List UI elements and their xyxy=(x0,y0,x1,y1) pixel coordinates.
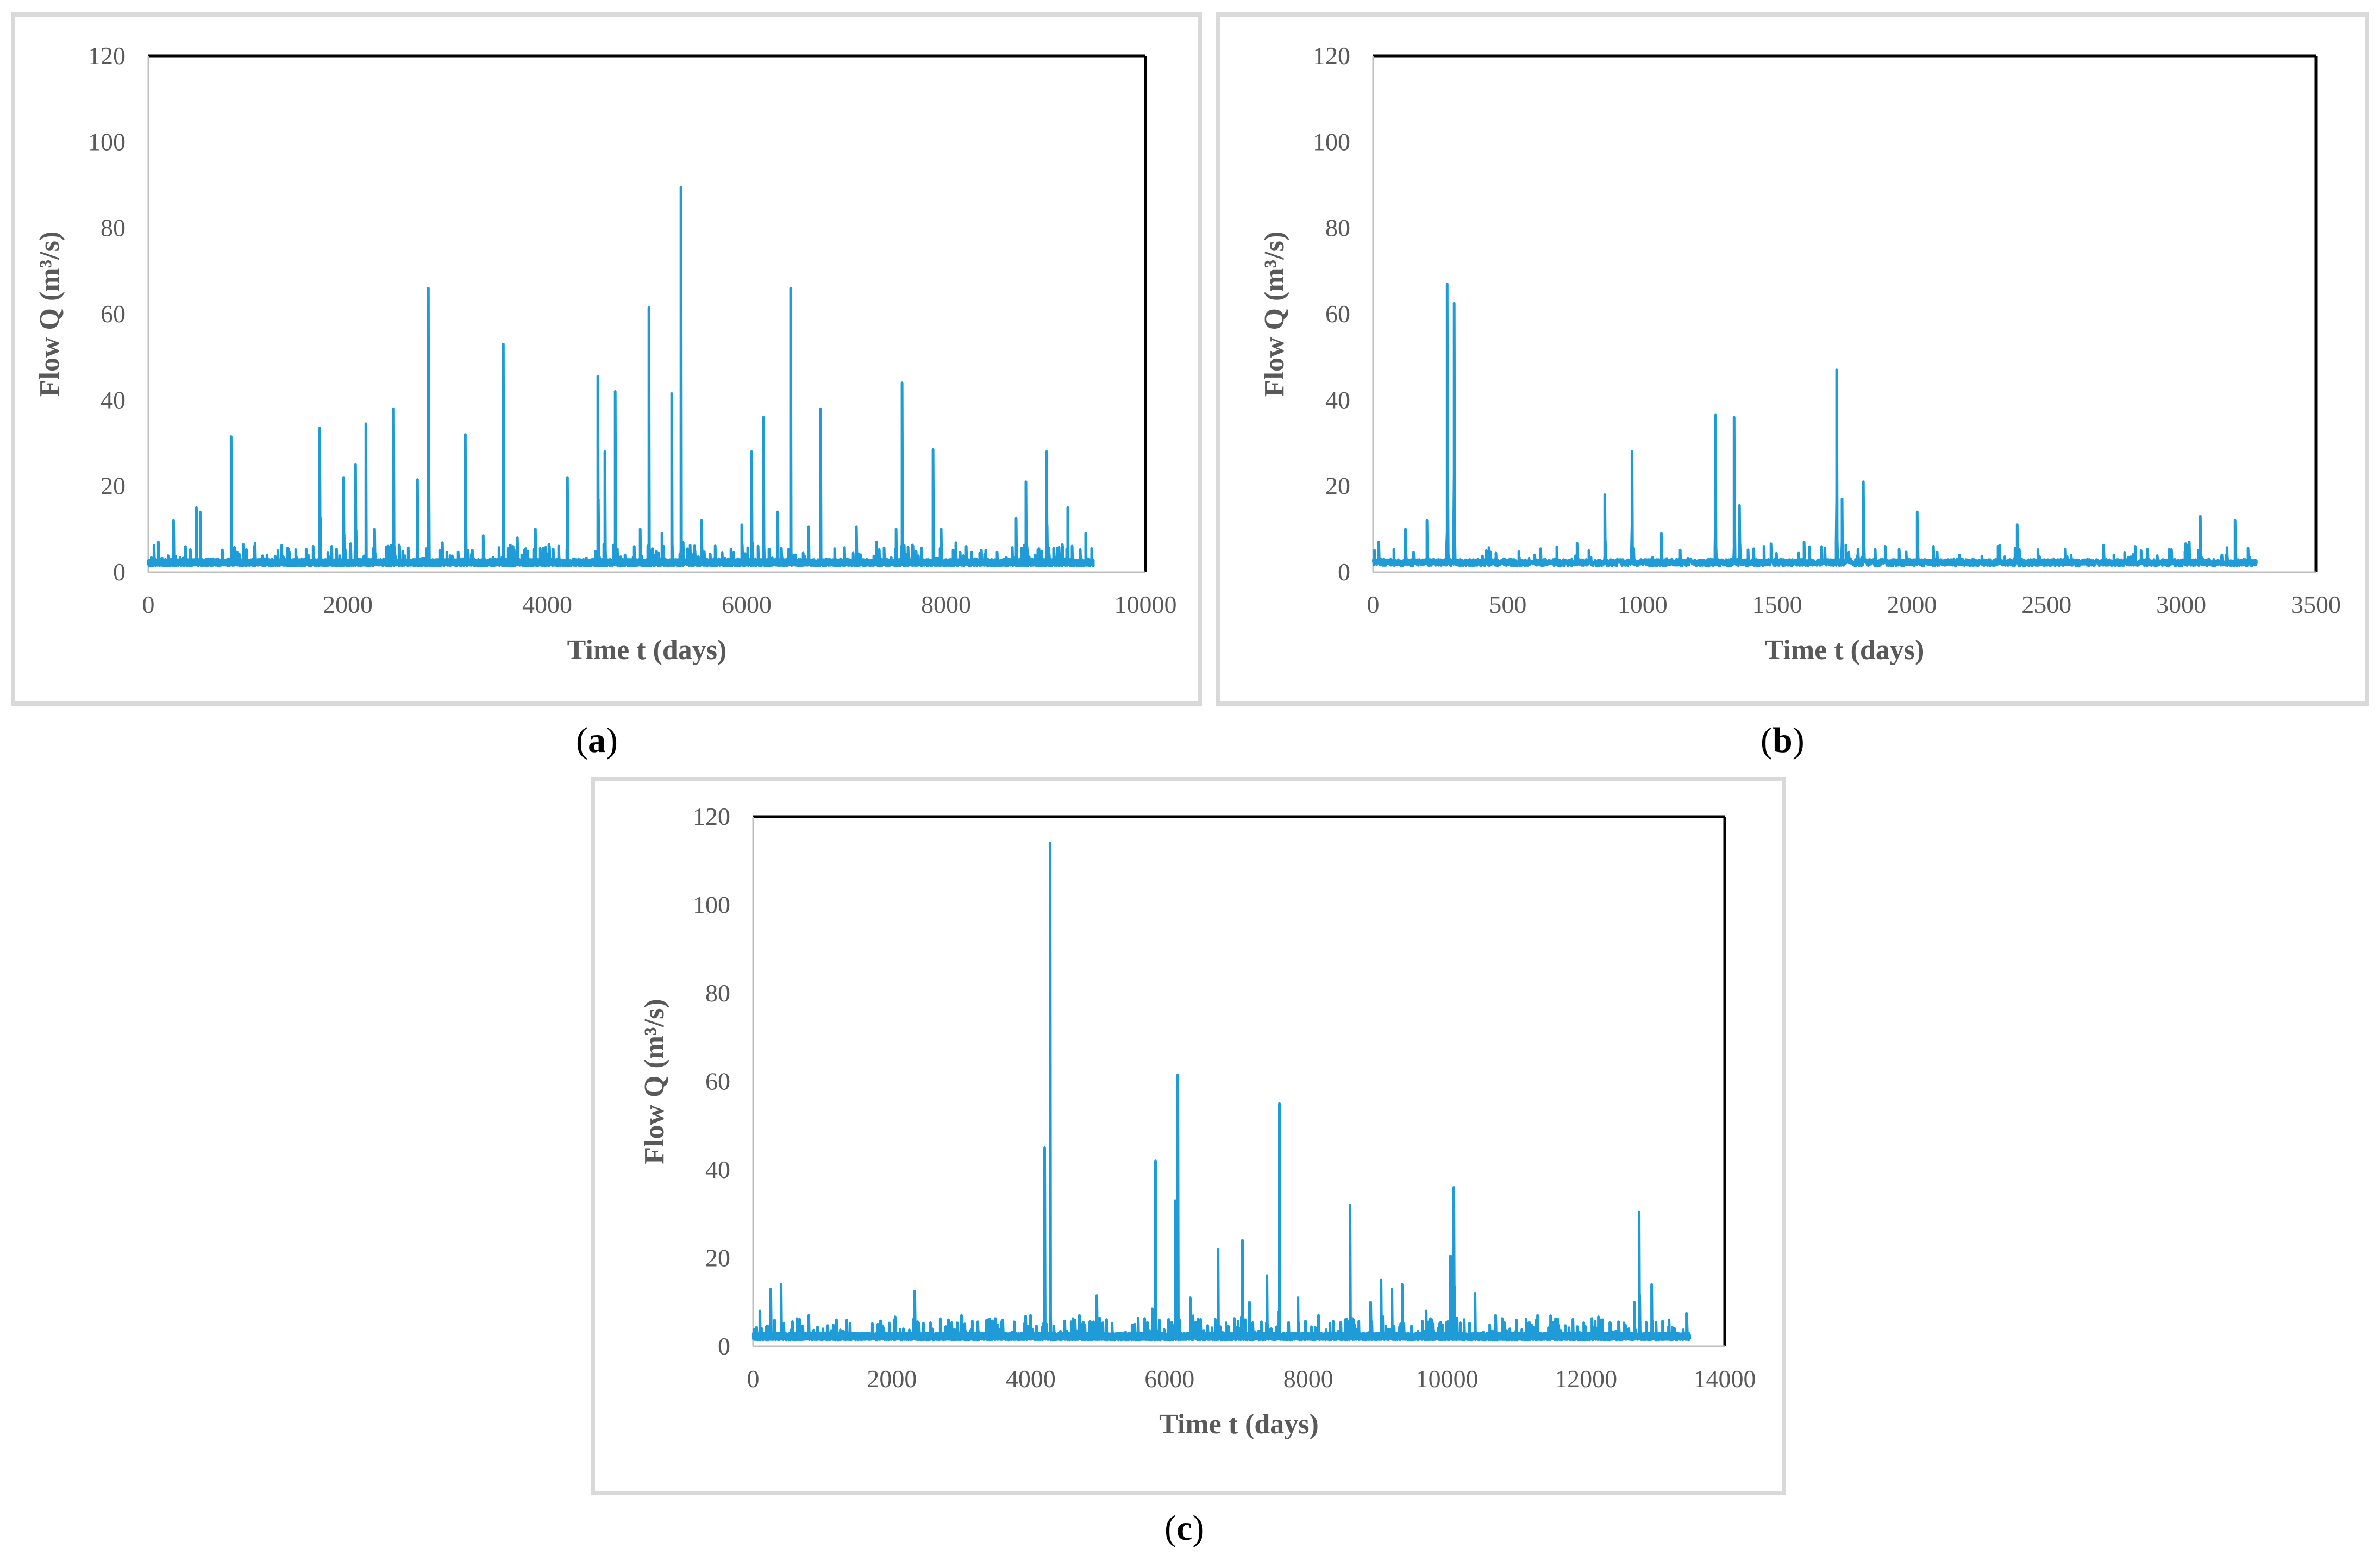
y-tick-label: 20 xyxy=(1325,472,1350,500)
y-tick-label: 60 xyxy=(1325,300,1350,328)
caption-c: (c) xyxy=(1164,1508,1205,1548)
chart-b: 0 20 40 60 80 100 120 0 500 1000 1500 2000 2500 3000 3… xyxy=(1259,42,2341,666)
y-tick-label: 0 xyxy=(718,1332,730,1360)
y-tick-label: 80 xyxy=(705,979,730,1007)
y-tick-label: 80 xyxy=(101,214,126,242)
x-tick-label: 2000 xyxy=(1887,591,1937,618)
y-tick-label: 120 xyxy=(88,42,126,70)
flow-series-line xyxy=(147,186,1095,567)
x-tick-label: 1000 xyxy=(1618,591,1668,618)
y-tick-label: 60 xyxy=(705,1068,730,1095)
x-tick-label: 8000 xyxy=(1283,1365,1333,1393)
x-tick-label: 1500 xyxy=(1752,591,1802,618)
y-tick-label: 40 xyxy=(705,1156,730,1183)
x-tick-label: 0 xyxy=(142,591,155,618)
x-tick-label: 6000 xyxy=(1144,1365,1194,1393)
y-tick-label: 100 xyxy=(693,891,730,919)
chart-panel-c: 0 20 40 60 80 100 120 0 2000 4000 6000 8000 10000 120… xyxy=(591,777,1786,1495)
x-tick-label: 8000 xyxy=(921,591,971,618)
x-tick-label: 10000 xyxy=(1416,1365,1479,1393)
chart-c: 0 20 40 60 80 100 120 0 2000 4000 6000 8000 10000 120… xyxy=(639,803,1756,1440)
y-tick-label: 20 xyxy=(705,1244,730,1272)
y-tick-label: 80 xyxy=(1325,214,1350,242)
chart-a: 0 20 40 60 80 100 120 0 2000 4000 6000 8000 10000 Tim… xyxy=(34,42,1177,666)
x-tick-label: 3000 xyxy=(2156,591,2206,618)
x-tick-label: 500 xyxy=(1489,591,1526,618)
y-tick-label: 40 xyxy=(101,386,126,413)
x-tick-label: 0 xyxy=(747,1365,760,1393)
x-tick-label: 12000 xyxy=(1555,1365,1617,1393)
y-tick-label: 100 xyxy=(88,128,126,155)
caption-a: (a) xyxy=(576,720,618,760)
x-tick-label: 14000 xyxy=(1694,1365,1756,1393)
x-axis-title: Time t (days) xyxy=(1765,635,1925,666)
x-tick-label: 10000 xyxy=(1114,591,1177,618)
y-axis-title: Flow Q (m³/s) xyxy=(639,999,670,1164)
flow-series-line xyxy=(751,842,1692,1342)
y-axis-title: Flow Q (m³/s) xyxy=(34,231,65,397)
y-tick-label: 20 xyxy=(101,472,126,500)
caption-b: (b) xyxy=(1761,720,1805,760)
x-tick-label: 0 xyxy=(1367,591,1380,618)
x-tick-label: 4000 xyxy=(522,591,572,618)
flow-series-line xyxy=(1372,283,2258,567)
y-tick-label: 40 xyxy=(1325,386,1350,413)
y-tick-label: 120 xyxy=(693,803,730,830)
x-tick-label: 6000 xyxy=(722,591,772,618)
y-tick-label: 100 xyxy=(1313,128,1350,155)
x-tick-label: 4000 xyxy=(1006,1365,1056,1393)
x-axis-title: Time t (days) xyxy=(567,635,727,666)
y-tick-label: 0 xyxy=(1338,558,1350,586)
chart-panel-a: 0 20 40 60 80 100 120 0 2000 4000 6000 8000 10000 Tim… xyxy=(11,12,1202,706)
x-tick-label: 2500 xyxy=(2021,591,2071,618)
y-axis-title: Flow Q (m³/s) xyxy=(1259,231,1290,397)
y-tick-label: 0 xyxy=(113,558,126,586)
x-tick-label: 2000 xyxy=(867,1365,917,1393)
x-tick-label: 2000 xyxy=(323,591,373,618)
x-axis-title: Time t (days) xyxy=(1159,1409,1319,1440)
y-tick-label: 120 xyxy=(1313,42,1350,70)
y-tick-label: 60 xyxy=(101,300,126,328)
chart-panel-b: 0 20 40 60 80 100 120 0 500 1000 1500 2000 2500 3000 3… xyxy=(1216,12,2369,706)
x-tick-label: 3500 xyxy=(2291,591,2341,618)
